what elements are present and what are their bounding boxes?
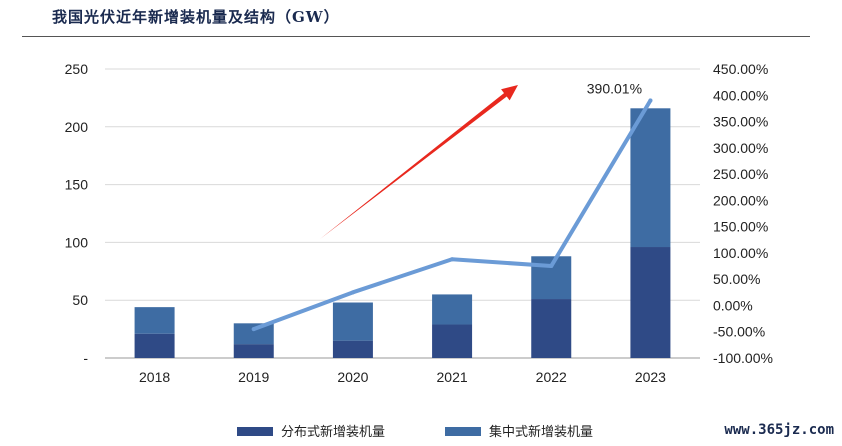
y-right-tick-label: 350.00% [713, 114, 768, 130]
legend-swatch [445, 427, 481, 436]
growth-line: 390.01% [251, 81, 653, 332]
bar-distributed [432, 324, 473, 358]
x-tick-label: 2022 [536, 369, 567, 385]
bar-centralized [233, 323, 274, 345]
y-right-tick-label: 100.00% [713, 245, 768, 261]
x-tick-label: 2019 [238, 369, 269, 385]
y-left-tick-label: 150 [65, 177, 89, 193]
annotation-label: 390.01% [587, 81, 642, 97]
legend: 分布式新增装机量 集中式新增装机量 [237, 424, 593, 440]
y-right-tick-label: 150.00% [713, 219, 768, 235]
growth-rate-point [251, 327, 256, 332]
y-right-tick-label: -50.00% [713, 324, 765, 340]
growth-rate-point [648, 98, 653, 103]
y-left-tick-label: - [83, 350, 88, 366]
bar-distributed [531, 299, 572, 358]
growth-rate-point [549, 264, 554, 269]
y-right-tick-label: 300.00% [713, 140, 768, 156]
bar-centralized [332, 302, 373, 341]
axes: - 50 100 150 200 250 -100.00% -50.00% 0.00% 50.00… [65, 61, 773, 385]
legend-swatch [237, 427, 273, 436]
bar-distributed [630, 247, 671, 358]
legend-label: 分布式新增装机量 [281, 424, 385, 440]
watermark: www.365jz.com [724, 422, 834, 438]
x-tick-label: 2021 [437, 369, 468, 385]
x-tick-label: 2020 [337, 369, 368, 385]
growth-rate-point [350, 290, 355, 295]
y-right-tick-label: 200.00% [713, 192, 768, 208]
x-tick-label: 2023 [635, 369, 666, 385]
growth-rate-point [450, 257, 455, 262]
title-divider [22, 36, 810, 37]
y-right-tick-label: 450.00% [713, 61, 768, 77]
y-left-tick-label: 50 [72, 292, 88, 308]
bar-distributed [233, 344, 274, 358]
legend-label: 集中式新增装机量 [489, 424, 593, 440]
y-right-tick-label: 400.00% [713, 87, 768, 103]
bar-centralized [630, 108, 671, 248]
chart-title: 我国光伏近年新增装机量及结构（GW） [52, 8, 340, 26]
bar-distributed [332, 340, 373, 358]
y-right-tick-label: 250.00% [713, 166, 768, 182]
y-right-tick-label: 50.00% [713, 271, 760, 287]
y-left-tick-label: 250 [65, 61, 89, 77]
gridlines [105, 68, 700, 359]
y-right-tick-label: -100.00% [713, 350, 773, 366]
trend-arrow [320, 85, 518, 239]
y-left-tick-label: 100 [65, 234, 89, 250]
y-right-tick-label: 0.00% [713, 297, 753, 313]
bars [134, 108, 671, 358]
bar-centralized [134, 307, 175, 334]
bar-distributed [134, 333, 175, 358]
x-tick-label: 2018 [139, 369, 170, 385]
bar-centralized [432, 294, 473, 325]
y-left-tick-label: 200 [65, 119, 89, 135]
